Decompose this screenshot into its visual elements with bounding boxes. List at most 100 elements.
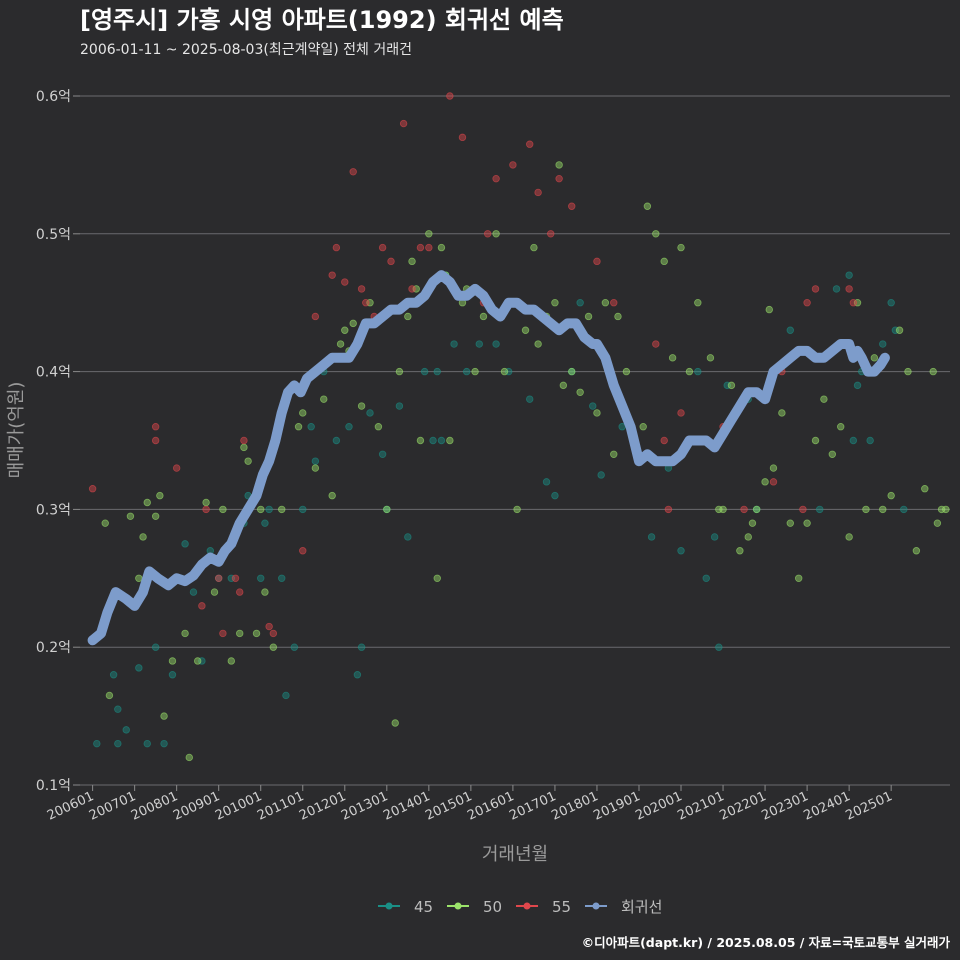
legend-marker-0 <box>385 902 393 910</box>
point-50-20 <box>252 629 261 638</box>
legend-label: 회귀선 <box>621 898 662 916</box>
point-50-106 <box>895 326 904 334</box>
point-45-45 <box>475 340 483 348</box>
point-45-43 <box>450 340 458 348</box>
point-55-1 <box>151 423 160 431</box>
point-50-27 <box>299 409 307 417</box>
point-50-26 <box>294 423 303 431</box>
point-45-68 <box>786 326 794 334</box>
point-45-26 <box>307 423 315 431</box>
chart-title: [영주시] 가흥 시영 아파트(1992) 회귀선 예측 <box>80 6 564 34</box>
point-45-8 <box>160 739 168 748</box>
x-tick-label: 201901 <box>591 789 642 824</box>
y-tick-label: 0.2억 <box>36 640 71 656</box>
x-tick-label: 202201 <box>717 789 768 824</box>
point-55-7 <box>219 629 227 638</box>
point-55-17 <box>341 278 349 286</box>
x-tick-label: 202301 <box>759 789 810 824</box>
point-55-32 <box>492 174 500 183</box>
x-axis-ticks: 2006012007012008012009012010012011012012… <box>45 785 895 824</box>
point-50-55 <box>500 367 509 376</box>
x-tick-label: 201801 <box>549 789 600 824</box>
point-45-33 <box>366 409 374 417</box>
point-50-70 <box>614 312 622 321</box>
point-45-22 <box>278 574 286 582</box>
point-50-105 <box>887 491 895 500</box>
point-45-19 <box>257 574 265 582</box>
point-45-2 <box>114 739 122 748</box>
point-50-10 <box>181 629 189 638</box>
point-45-61 <box>702 574 710 582</box>
point-55-36 <box>547 230 555 238</box>
point-50-46 <box>433 574 441 582</box>
point-55-15 <box>328 271 336 279</box>
point-50-37 <box>374 423 383 431</box>
point-55-27 <box>425 243 433 252</box>
point-55-33 <box>509 161 517 169</box>
point-50-61 <box>551 299 559 307</box>
point-50-59 <box>534 340 542 348</box>
x-axis-label: 거래년월 <box>482 844 548 865</box>
point-45-47 <box>504 367 513 376</box>
point-50-68 <box>601 299 610 307</box>
x-tick-label: 201401 <box>381 789 432 824</box>
point-45-32 <box>357 643 366 651</box>
point-45-41 <box>437 436 446 445</box>
point-45-37 <box>404 533 412 541</box>
point-50-56 <box>513 505 521 514</box>
legend-marker-3 <box>592 902 600 910</box>
point-50-7 <box>156 491 164 500</box>
point-45-21 <box>265 505 273 514</box>
point-50-81 <box>706 354 715 362</box>
point-45-64 <box>723 381 731 390</box>
point-55-22 <box>378 243 387 252</box>
point-50-14 <box>210 588 219 596</box>
point-45-31 <box>353 671 362 679</box>
point-50-67 <box>593 409 601 417</box>
point-45-4 <box>114 705 122 713</box>
point-50-107 <box>904 367 912 376</box>
point-50-57 <box>521 326 530 334</box>
point-50-93 <box>786 519 794 527</box>
point-50-36 <box>366 299 374 307</box>
point-55-50 <box>803 299 811 307</box>
point-55-46 <box>740 505 748 514</box>
point-50-90 <box>765 305 773 314</box>
point-50-13 <box>202 498 210 507</box>
x-tick-label: 201001 <box>213 789 264 824</box>
x-tick-label: 201101 <box>255 789 306 824</box>
point-50-63 <box>559 381 568 390</box>
point-50-108 <box>912 547 921 555</box>
point-45-11 <box>181 540 189 548</box>
point-50-32 <box>341 326 349 334</box>
point-45-34 <box>378 450 387 458</box>
point-45-7 <box>151 643 160 651</box>
x-tick-label: 200901 <box>171 789 222 824</box>
point-50-15 <box>219 505 227 514</box>
point-50-22 <box>261 588 269 596</box>
point-45-79 <box>900 505 908 514</box>
point-55-44 <box>677 409 685 417</box>
x-tick-label: 201301 <box>339 789 390 824</box>
point-50-69 <box>610 450 618 458</box>
point-50-18 <box>240 443 248 452</box>
regression-line-group <box>87 270 890 646</box>
x-tick-label: 201201 <box>297 789 348 824</box>
point-50-35 <box>357 402 366 410</box>
point-45-70 <box>832 285 841 293</box>
point-50-109 <box>921 485 929 493</box>
point-50-75 <box>660 257 668 266</box>
point-50-64 <box>568 367 576 376</box>
point-50-41 <box>404 312 412 321</box>
x-tick-label: 201601 <box>465 789 516 824</box>
point-55-41 <box>652 340 660 348</box>
point-50-88 <box>752 505 761 514</box>
point-50-2 <box>126 512 135 520</box>
x-tick-label: 200701 <box>87 789 138 824</box>
point-55-34 <box>526 140 534 148</box>
point-45-53 <box>589 402 597 410</box>
point-45-73 <box>853 381 862 390</box>
point-55-29 <box>458 133 467 142</box>
point-50-104 <box>879 505 887 514</box>
point-55-3 <box>172 464 181 472</box>
